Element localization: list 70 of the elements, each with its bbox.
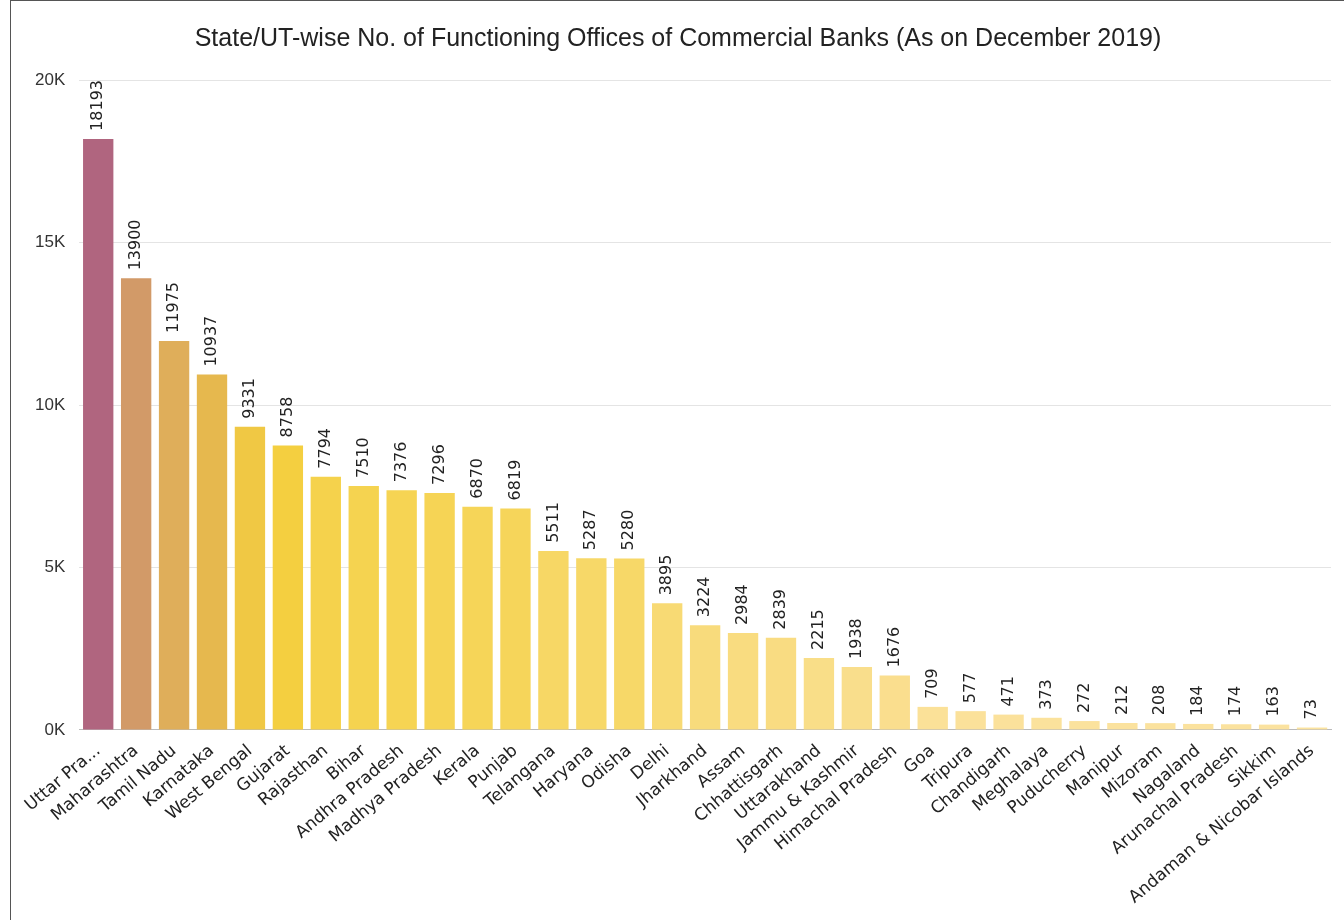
bar: [120, 278, 152, 730]
bar: [196, 374, 228, 730]
data-label: 13900: [125, 219, 145, 271]
bar: [841, 666, 873, 730]
bar: [1069, 721, 1100, 730]
bar: [917, 706, 948, 730]
bar: [576, 558, 607, 730]
bar: [538, 550, 569, 730]
data-label: 5511: [542, 502, 562, 543]
data-label: 373: [1035, 679, 1055, 710]
bar: [310, 476, 341, 730]
data-label: 6870: [466, 458, 486, 499]
bar: [1107, 723, 1138, 730]
bar: [348, 485, 379, 730]
data-label: 272: [1073, 682, 1093, 714]
bar: [424, 492, 455, 730]
data-label: 577: [959, 672, 979, 704]
data-label: 163: [1263, 686, 1283, 717]
bar: [727, 632, 759, 730]
data-label: 2984: [732, 584, 752, 625]
data-label: 73: [1301, 699, 1321, 720]
data-label: 2839: [770, 588, 790, 630]
bar: [652, 603, 683, 730]
data-label: 8758: [277, 396, 297, 438]
chart-title: State/UT-wise No. of Functioning Offices of Commercial Banks (As on December 2019): [193, 23, 1163, 52]
bar: [993, 714, 1024, 730]
bar: [1031, 717, 1062, 730]
bar: [500, 508, 531, 730]
data-label: 2215: [808, 609, 828, 650]
bar: [955, 711, 986, 730]
data-label: 7376: [390, 441, 410, 483]
data-label: 3895: [656, 554, 676, 596]
data-label: 7510: [352, 437, 372, 478]
data-label: 6819: [504, 459, 524, 501]
bar: [83, 138, 114, 730]
y-tick-label: 20K: [35, 69, 66, 89]
data-label: 7794: [314, 427, 334, 469]
bar: [1183, 723, 1214, 730]
data-label: 208: [1149, 684, 1169, 716]
bar: [803, 657, 835, 730]
bar: [614, 558, 645, 730]
y-tick-label: 10K: [35, 394, 66, 414]
data-label: 1938: [846, 618, 866, 659]
data-label: 11975: [163, 281, 183, 333]
data-label: 3224: [694, 576, 714, 618]
bar: [1145, 723, 1176, 730]
data-label: 174: [1225, 685, 1245, 717]
data-label: 10937: [201, 315, 221, 367]
data-label: 7296: [428, 444, 448, 485]
data-label: 709: [921, 668, 941, 699]
data-label: 212: [1111, 684, 1131, 716]
bar: [272, 445, 304, 730]
bar: [1221, 724, 1252, 730]
bar: [462, 506, 493, 730]
data-label: 5280: [618, 509, 638, 551]
data-label: 5287: [580, 509, 600, 551]
data-label: 184: [1187, 685, 1207, 716]
bar: [765, 637, 797, 730]
bar: [386, 490, 417, 730]
data-label: 18193: [87, 79, 107, 131]
data-label: 1676: [883, 626, 903, 668]
y-tick-label: 0K: [44, 719, 66, 739]
bar: [879, 675, 910, 730]
y-tick-label: 15K: [35, 232, 66, 252]
bar: [158, 340, 190, 730]
data-label: 9331: [239, 378, 259, 419]
bar: [689, 625, 721, 730]
bar: [234, 426, 266, 730]
y-tick-label: 5K: [44, 557, 66, 577]
data-label: 471: [997, 676, 1017, 707]
